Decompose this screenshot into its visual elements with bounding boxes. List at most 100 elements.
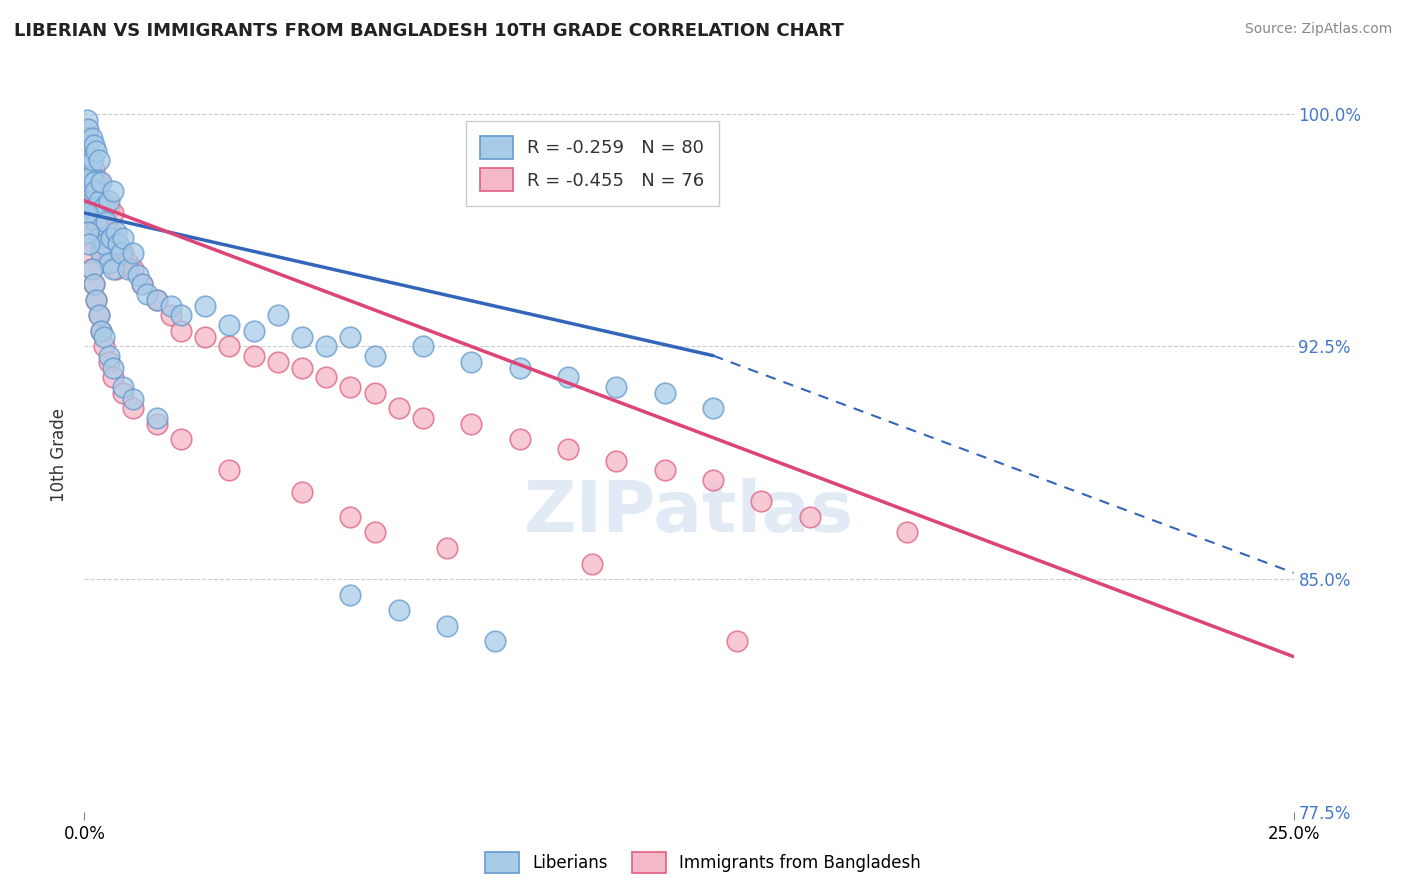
Point: [117, 255, 139, 269]
Point: [83, 277, 105, 292]
Point: [87, 215, 110, 229]
Point: [77, 153, 100, 168]
Text: ZIPatlas: ZIPatlas: [524, 477, 853, 547]
Point: [170, 324, 193, 338]
Point: [112, 379, 135, 393]
Point: [86, 293, 108, 307]
Point: [80, 200, 103, 214]
Point: [291, 361, 314, 376]
Point: [77, 184, 100, 198]
Point: [127, 268, 149, 282]
Point: [557, 442, 579, 456]
Point: [77, 236, 100, 251]
Point: [77, 246, 100, 260]
Point: [412, 339, 434, 353]
Point: [83, 175, 105, 189]
Point: [77, 162, 100, 177]
Point: [77, 144, 100, 158]
Point: [170, 308, 193, 322]
Point: [82, 169, 104, 183]
Point: [557, 370, 579, 384]
Point: [100, 225, 122, 239]
Point: [93, 200, 115, 214]
Point: [160, 308, 183, 322]
Point: [97, 255, 120, 269]
Point: [83, 277, 105, 292]
Point: [339, 588, 361, 602]
Point: [121, 401, 143, 416]
Point: [84, 184, 107, 198]
Legend: R = -0.259   N = 80, R = -0.455   N = 76: R = -0.259 N = 80, R = -0.455 N = 76: [465, 121, 718, 206]
Point: [77, 144, 100, 158]
Point: [388, 603, 411, 617]
Point: [82, 194, 104, 208]
Point: [896, 525, 918, 540]
Point: [725, 634, 748, 648]
Point: [86, 215, 108, 229]
Point: [194, 299, 217, 313]
Point: [93, 330, 115, 344]
Point: [86, 144, 108, 158]
Point: [218, 339, 240, 353]
Point: [93, 339, 115, 353]
Point: [79, 175, 101, 189]
Point: [86, 175, 108, 189]
Point: [104, 261, 127, 276]
Point: [751, 494, 773, 508]
Point: [80, 261, 103, 276]
Point: [121, 246, 143, 260]
Point: [112, 231, 135, 245]
Point: [76, 131, 98, 145]
Point: [291, 330, 314, 344]
Point: [97, 355, 120, 369]
Point: [87, 231, 110, 245]
Point: [80, 169, 103, 183]
Point: [242, 349, 264, 363]
Point: [131, 277, 153, 292]
Point: [103, 184, 125, 198]
Point: [90, 194, 112, 208]
Point: [83, 162, 105, 177]
Point: [654, 463, 676, 477]
Point: [79, 162, 101, 177]
Point: [94, 215, 117, 229]
Point: [76, 215, 98, 229]
Point: [87, 308, 110, 322]
Point: [100, 231, 122, 245]
Point: [654, 385, 676, 400]
Point: [97, 194, 120, 208]
Point: [90, 324, 112, 338]
Text: Source: ZipAtlas.com: Source: ZipAtlas.com: [1244, 22, 1392, 37]
Point: [509, 361, 531, 376]
Point: [77, 169, 100, 183]
Point: [291, 485, 314, 500]
Point: [90, 175, 112, 189]
Point: [112, 246, 135, 260]
Point: [104, 225, 127, 239]
Point: [93, 246, 115, 260]
Point: [83, 137, 105, 152]
Point: [82, 153, 104, 168]
Point: [146, 293, 169, 307]
Point: [87, 194, 110, 208]
Point: [339, 330, 361, 344]
Point: [112, 385, 135, 400]
Point: [93, 200, 115, 214]
Text: LIBERIAN VS IMMIGRANTS FROM BANGLADESH 10TH GRADE CORRELATION CHART: LIBERIAN VS IMMIGRANTS FROM BANGLADESH 1…: [14, 22, 844, 40]
Point: [76, 206, 98, 220]
Point: [87, 200, 110, 214]
Point: [80, 131, 103, 145]
Point: [90, 231, 112, 245]
Point: [702, 473, 724, 487]
Point: [77, 225, 100, 239]
Point: [388, 401, 411, 416]
Point: [339, 510, 361, 524]
Point: [194, 330, 217, 344]
Point: [86, 293, 108, 307]
Point: [484, 634, 506, 648]
Point: [799, 510, 821, 524]
Point: [87, 308, 110, 322]
Point: [509, 433, 531, 447]
Point: [131, 277, 153, 292]
Point: [117, 261, 139, 276]
